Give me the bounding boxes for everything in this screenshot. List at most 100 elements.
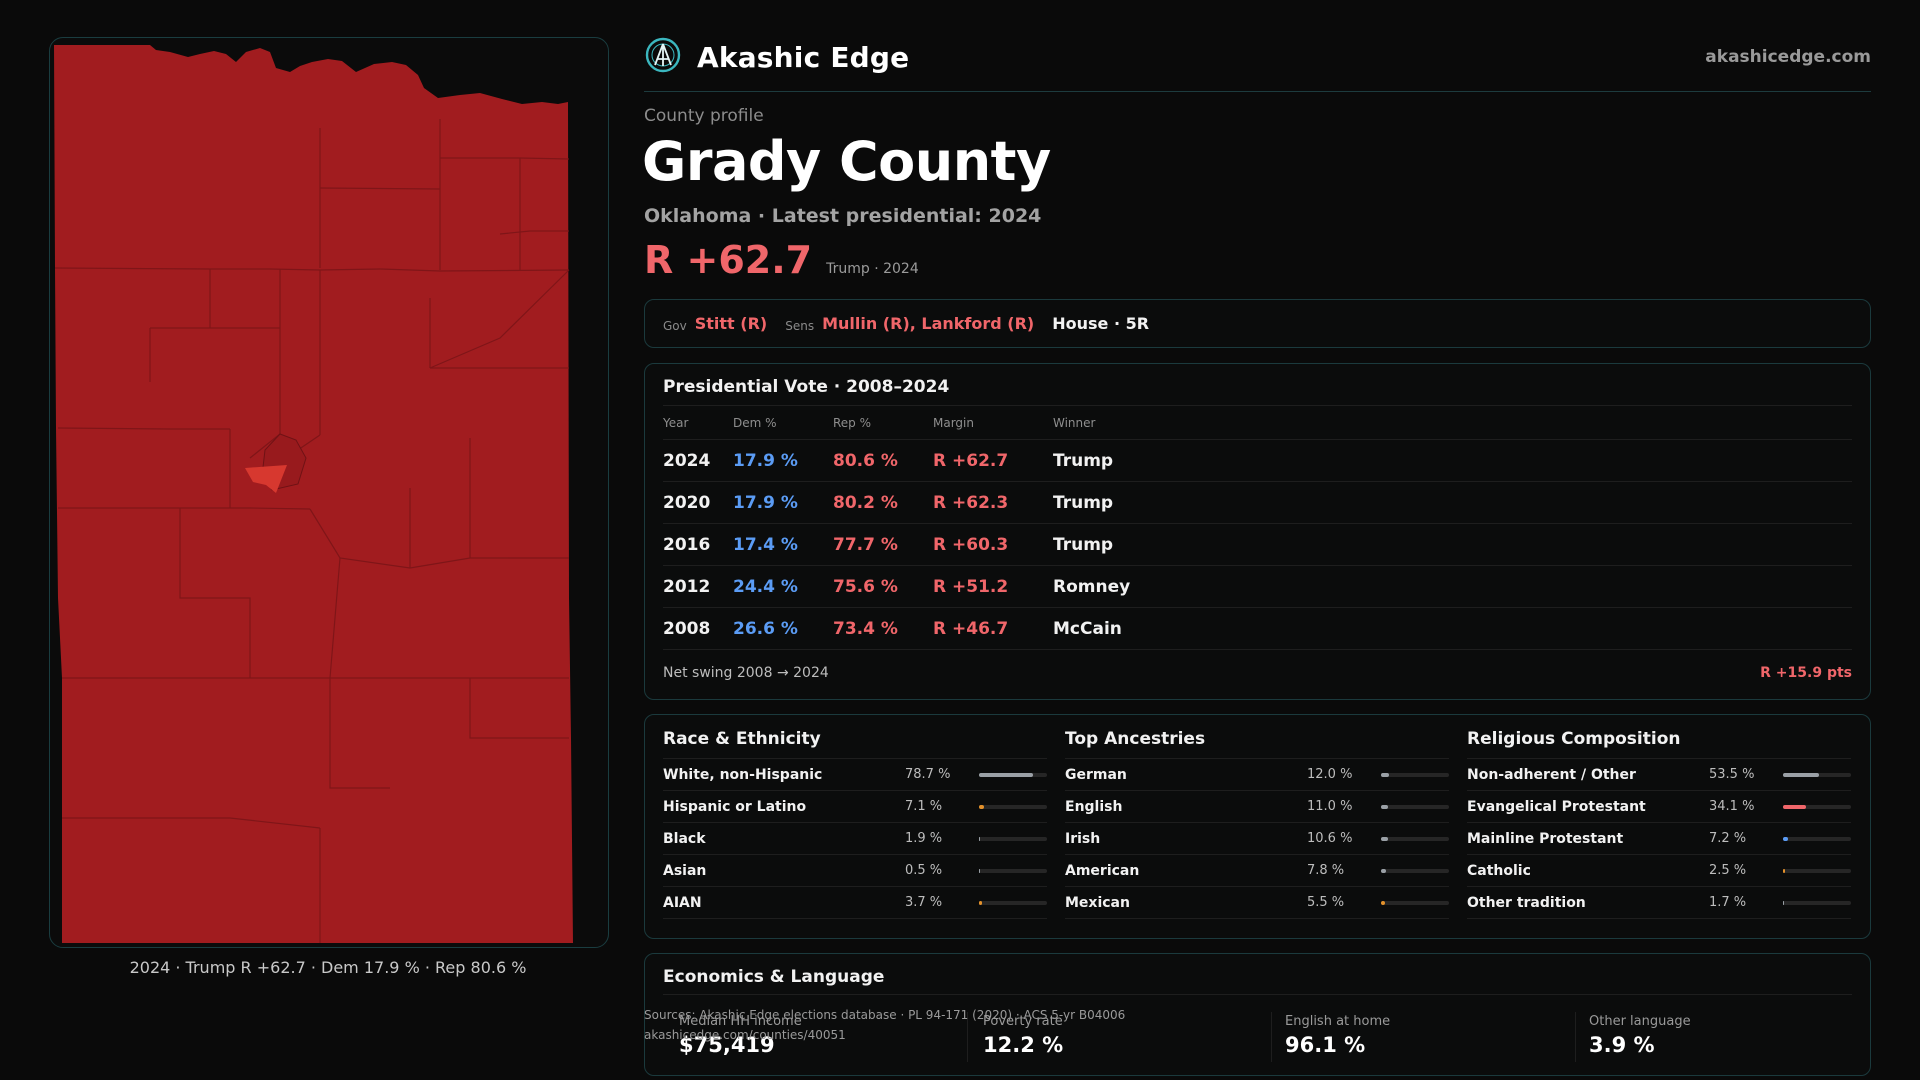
gov-value: Stitt (R) bbox=[694, 314, 768, 333]
col-winner: Winner bbox=[1053, 415, 1096, 430]
demo-label: Irish bbox=[1065, 830, 1101, 847]
share-bar-track bbox=[979, 772, 1047, 777]
demo-row: Mainline Protestant 7.2 % bbox=[1467, 823, 1851, 855]
page-title: Grady County bbox=[642, 130, 1051, 193]
stat-label: Poverty rate bbox=[983, 1014, 1063, 1029]
share-bar-track bbox=[1381, 900, 1449, 905]
table-header: Year Dem % Rep % Margin Winner bbox=[663, 405, 1852, 439]
demo-row: German 12.0 % bbox=[1065, 759, 1449, 791]
share-bar-track bbox=[1783, 836, 1851, 841]
stat-divider bbox=[967, 1012, 968, 1062]
demo-label: American bbox=[1065, 862, 1140, 879]
sens-label: Sens bbox=[785, 318, 815, 333]
stat-value: 3.9 % bbox=[1589, 1033, 1655, 1057]
stat-other-language: Other language 3.9 % bbox=[1589, 1014, 1879, 1057]
house-value: House · 5R bbox=[1052, 314, 1150, 333]
demo-row: Non-adherent / Other 53.5 % bbox=[1467, 759, 1851, 791]
economics-title: Economics & Language bbox=[663, 967, 885, 987]
table-row: 2012 24.4 % 75.6 % R +51.2 Romney bbox=[663, 565, 1852, 607]
brand[interactable]: Akashic Edge bbox=[645, 37, 909, 77]
row-rep: 75.6 % bbox=[833, 576, 898, 597]
demo-row: Hispanic or Latino 7.1 % bbox=[663, 791, 1047, 823]
row-rep: 80.2 % bbox=[833, 492, 898, 513]
headline-result: R +62.7 Trump · 2024 bbox=[644, 238, 919, 282]
share-bar-fill bbox=[1381, 836, 1389, 841]
demo-row: American 7.8 % bbox=[1065, 855, 1449, 887]
row-dem: 24.4 % bbox=[733, 576, 798, 597]
demo-label: Asian bbox=[663, 862, 707, 879]
share-bar-fill bbox=[1381, 868, 1387, 873]
stat-value: 96.1 % bbox=[1285, 1033, 1366, 1057]
row-margin: R +46.7 bbox=[933, 618, 1009, 639]
demo-label: Black bbox=[663, 830, 706, 847]
net-swing-value: R +15.9 pts bbox=[1760, 665, 1852, 681]
share-bar-fill bbox=[1783, 836, 1788, 841]
col-dem: Dem % bbox=[733, 415, 777, 430]
demo-row: Asian 0.5 % bbox=[663, 855, 1047, 887]
row-rep: 77.7 % bbox=[833, 534, 898, 555]
table-row: 2020 17.9 % 80.2 % R +62.3 Trump bbox=[663, 481, 1852, 523]
header-divider bbox=[644, 91, 1871, 92]
stat-value: 12.2 % bbox=[983, 1033, 1064, 1057]
stat-poverty-rate: Poverty rate 12.2 % bbox=[983, 1014, 1273, 1057]
demo-row: Catholic 2.5 % bbox=[1467, 855, 1851, 887]
demo-percent: 10.6 % bbox=[1307, 831, 1353, 846]
share-bar-track bbox=[1381, 836, 1449, 841]
county-shape bbox=[54, 45, 573, 943]
row-winner: McCain bbox=[1053, 618, 1122, 639]
table-end-rule bbox=[663, 649, 1852, 650]
share-bar-fill bbox=[979, 804, 984, 809]
demo-percent: 3.7 % bbox=[905, 895, 943, 910]
sources-footnote: Sources: Akashic Edge elections database… bbox=[644, 1005, 1125, 1045]
county-map[interactable] bbox=[49, 37, 609, 948]
demo-percent: 11.0 % bbox=[1307, 799, 1353, 814]
col-margin: Margin bbox=[933, 415, 974, 430]
brand-name: Akashic Edge bbox=[697, 40, 910, 74]
table-row: 2016 17.4 % 77.7 % R +60.3 Trump bbox=[663, 523, 1852, 565]
share-bar-track bbox=[1381, 804, 1449, 809]
col-year: Year bbox=[663, 415, 689, 430]
row-dem: 17.9 % bbox=[733, 492, 798, 513]
demo-row: Irish 10.6 % bbox=[1065, 823, 1449, 855]
stat-label: English at home bbox=[1285, 1014, 1391, 1029]
demo-row: English 11.0 % bbox=[1065, 791, 1449, 823]
demo-label: AIAN bbox=[663, 894, 702, 911]
share-bar-track bbox=[1381, 868, 1449, 873]
stat-divider bbox=[1575, 1012, 1576, 1062]
site-url-link[interactable]: akashicedge.com bbox=[1705, 47, 1871, 67]
demo-list: German 12.0 % English 11.0 % Irish 10.6 % Amer… bbox=[1065, 758, 1449, 919]
demo-row: Evangelical Protestant 34.1 % bbox=[1467, 791, 1851, 823]
presidential-title: Presidential Vote · 2008–2024 bbox=[663, 377, 950, 397]
share-bar-fill bbox=[979, 772, 1033, 777]
sens-value: Mullin (R), Lankford (R) bbox=[822, 314, 1035, 333]
demo-label: English bbox=[1065, 798, 1123, 815]
demo-label: Mexican bbox=[1065, 894, 1130, 911]
economics-card: Economics & Language Median HH income $7… bbox=[644, 953, 1871, 1076]
col-rep: Rep % bbox=[833, 415, 872, 430]
stat-english-at-home: English at home 96.1 % bbox=[1285, 1014, 1575, 1057]
map-caption: 2024 · Trump R +62.7 · Dem 17.9 % · Rep … bbox=[129, 958, 527, 977]
row-dem: 17.9 % bbox=[733, 450, 798, 471]
demo-percent: 7.8 % bbox=[1307, 863, 1345, 878]
share-bar-track bbox=[979, 868, 1047, 873]
demo-percent: 7.1 % bbox=[905, 799, 943, 814]
share-bar-track bbox=[1783, 804, 1851, 809]
demo-list: White, non-Hispanic 78.7 % Hispanic or Lat… bbox=[663, 758, 1047, 919]
panel-title: Religious Composition bbox=[1467, 729, 1681, 749]
share-bar-fill bbox=[1783, 772, 1820, 777]
row-year: 2008 bbox=[663, 618, 711, 639]
demo-label: Catholic bbox=[1467, 862, 1531, 879]
page-subtitle: Oklahoma · Latest presidential: 2024 bbox=[644, 205, 1042, 227]
panel-title: Top Ancestries bbox=[1065, 729, 1206, 749]
share-bar-fill bbox=[1381, 772, 1390, 777]
row-winner: Trump bbox=[1053, 492, 1114, 513]
table-row: 2024 17.9 % 80.6 % R +62.7 Trump bbox=[663, 439, 1852, 481]
row-margin: R +62.7 bbox=[933, 450, 1009, 471]
source-url-link[interactable]: akashicedge.com/counties/40051 bbox=[644, 1028, 846, 1042]
table-row: 2008 26.6 % 73.4 % R +46.7 McCain bbox=[663, 607, 1852, 649]
row-year: 2016 bbox=[663, 534, 711, 555]
share-bar-fill bbox=[1783, 900, 1785, 905]
share-bar-fill bbox=[979, 868, 981, 873]
share-bar-track bbox=[1381, 772, 1449, 777]
stat-value: $75,419 bbox=[679, 1033, 775, 1057]
